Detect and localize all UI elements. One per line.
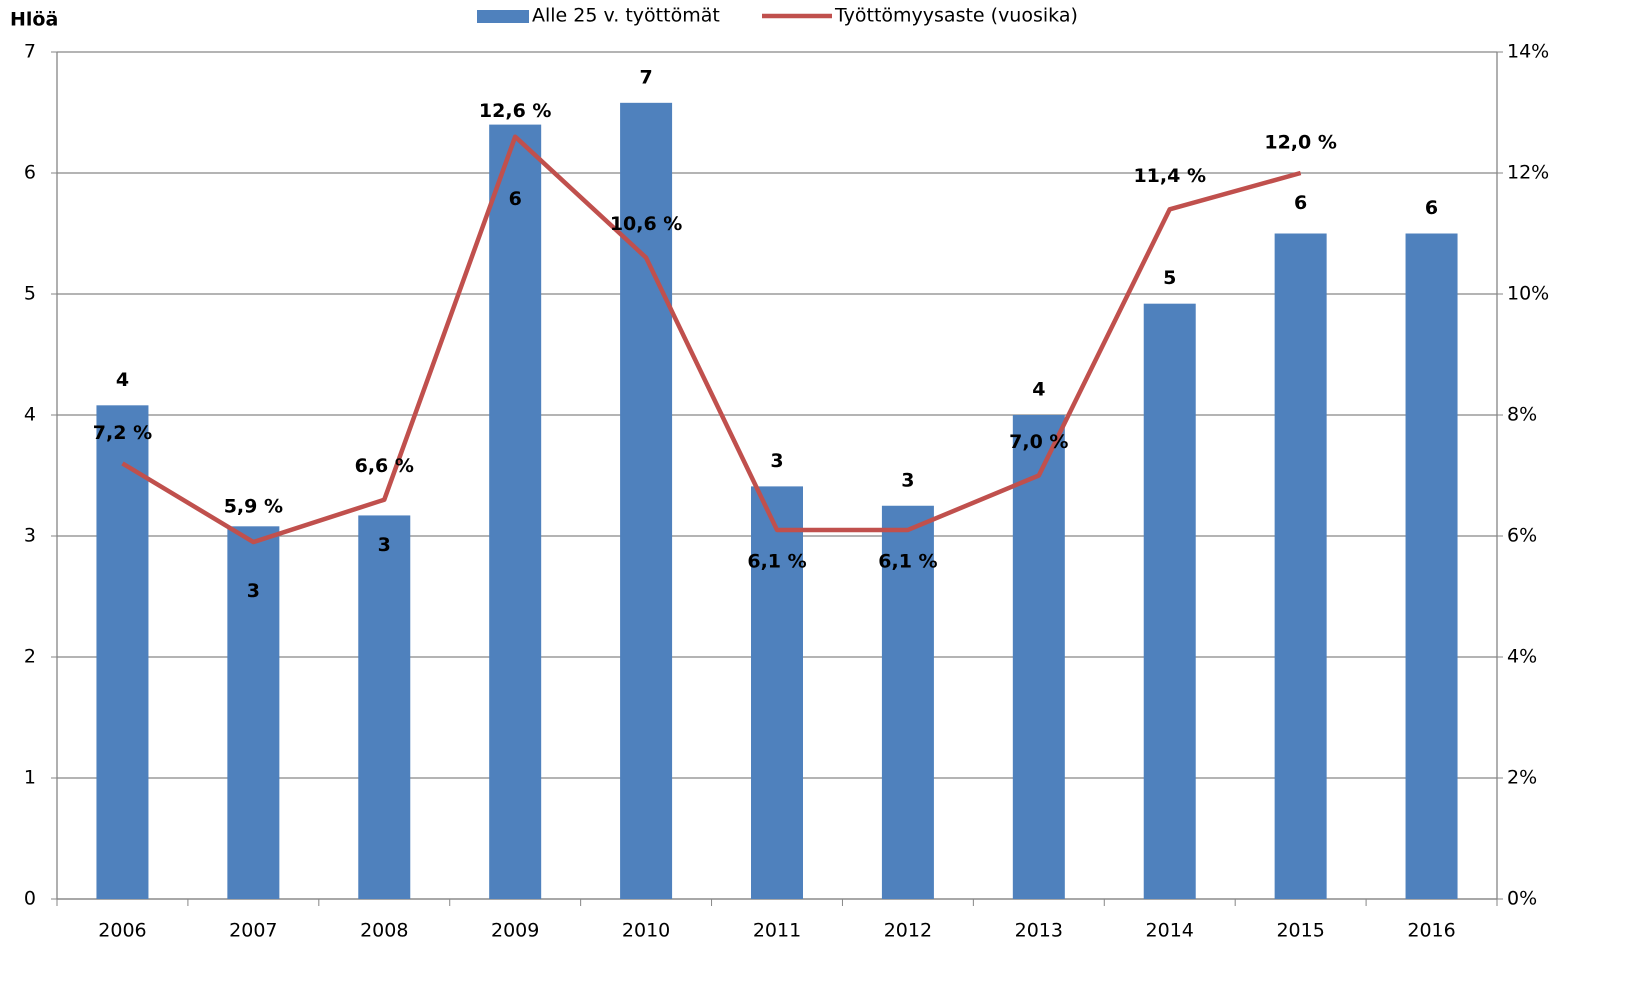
data-label: 7,0 % xyxy=(1009,431,1068,453)
data-label: 3 xyxy=(901,469,914,491)
data-label: 6 xyxy=(1425,197,1438,219)
bar xyxy=(751,486,803,899)
data-label: 3 xyxy=(247,580,260,602)
data-label: 11,4 % xyxy=(1133,165,1206,187)
y2-tick-label: 4% xyxy=(1507,646,1537,668)
x-tick-label: 2013 xyxy=(1015,920,1063,942)
y-tick-label: 4 xyxy=(24,404,36,426)
bar xyxy=(1143,303,1196,899)
y-tick-label: 5 xyxy=(24,283,36,305)
bar xyxy=(1012,415,1065,899)
y-tick-label: 6 xyxy=(24,162,36,184)
bar xyxy=(227,526,280,899)
line xyxy=(121,134,1302,545)
bar xyxy=(1405,233,1458,899)
bar xyxy=(96,405,149,899)
x-tick-label: 2015 xyxy=(1276,920,1324,942)
y-axis-title: Hlöä xyxy=(10,9,58,31)
y2-tick-label: 8% xyxy=(1507,404,1537,426)
y2-tick-label: 10% xyxy=(1507,283,1549,305)
data-label: 4 xyxy=(1032,379,1045,401)
x-tick-label: 2008 xyxy=(360,920,408,942)
data-label: 7,2 % xyxy=(93,422,152,444)
y2-tick-label: 14% xyxy=(1507,41,1549,63)
bar xyxy=(358,515,411,899)
y-tick-label: 7 xyxy=(24,41,36,63)
data-label: 6,1 % xyxy=(878,550,937,572)
x-tick-label: 2016 xyxy=(1407,920,1455,942)
x-tick-label: 2012 xyxy=(884,920,932,942)
legend-label: Työttömyysaste (vuosika) xyxy=(834,5,1078,27)
data-label: 10,6 % xyxy=(610,213,683,235)
data-label: 6,1 % xyxy=(747,550,806,572)
data-label: 12,6 % xyxy=(479,100,552,122)
x-tick-label: 2009 xyxy=(491,920,539,942)
bar xyxy=(1274,233,1327,899)
legend-label: Alle 25 v. työttömät xyxy=(532,5,720,27)
x-tick-label: 2006 xyxy=(98,920,146,942)
data-label: 7 xyxy=(639,66,652,88)
data-label: 5 xyxy=(1163,267,1176,289)
x-tick-label: 2007 xyxy=(229,920,277,942)
x-tick-label: 2014 xyxy=(1146,920,1194,942)
y2-tick-label: 0% xyxy=(1507,888,1537,910)
y2-tick-label: 12% xyxy=(1507,162,1549,184)
data-label: 3 xyxy=(378,534,391,556)
y-tick-label: 0 xyxy=(24,888,36,910)
y-tick-label: 3 xyxy=(24,525,36,547)
data-label: 3 xyxy=(770,450,783,472)
x-tick-label: 2010 xyxy=(622,920,670,942)
legend-swatch xyxy=(477,10,529,23)
bar xyxy=(881,505,934,899)
data-label: 5,9 % xyxy=(224,496,283,518)
bar xyxy=(620,102,673,899)
data-label: 12,0 % xyxy=(1264,132,1337,154)
x-tick-label: 2011 xyxy=(753,920,801,942)
y2-tick-label: 6% xyxy=(1507,525,1537,547)
data-label: 6 xyxy=(509,188,522,210)
data-label: 4 xyxy=(116,369,129,391)
y-tick-label: 2 xyxy=(24,646,36,668)
y-tick-label: 1 xyxy=(24,767,36,789)
data-label: 6,6 % xyxy=(355,455,414,477)
bar xyxy=(489,124,542,900)
data-label: 6 xyxy=(1294,192,1307,214)
y2-tick-label: 2% xyxy=(1507,767,1537,789)
